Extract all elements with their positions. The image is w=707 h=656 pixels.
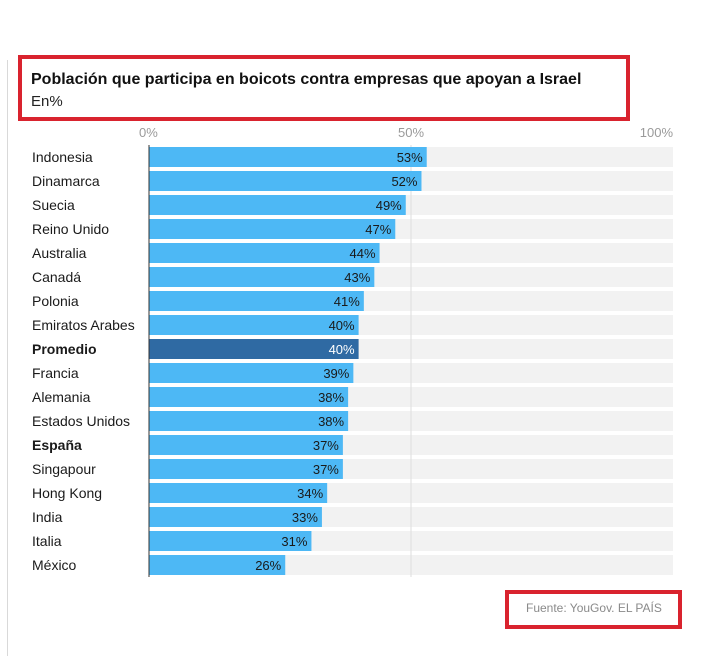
- bar-value-label: 52%: [391, 174, 417, 189]
- x-tick-label: 100%: [640, 125, 674, 140]
- bar: [149, 459, 343, 479]
- bar: [149, 531, 312, 551]
- bar: [149, 219, 396, 239]
- bar: [149, 483, 328, 503]
- category-label: Francia: [32, 365, 79, 381]
- bar-value-label: 43%: [344, 270, 370, 285]
- category-label: Estados Unidos: [32, 413, 130, 429]
- bar-value-label: 49%: [376, 198, 402, 213]
- bar: [149, 267, 375, 287]
- bar-value-label: 40%: [329, 318, 355, 333]
- bar-value-label: 47%: [365, 222, 391, 237]
- chart-source: Fuente: YouGov. EL PAÍS: [526, 601, 662, 615]
- bar-value-label: 41%: [334, 294, 360, 309]
- chart-subtitle: En%: [31, 93, 63, 110]
- bar: [149, 291, 364, 311]
- category-label: Singapour: [32, 461, 96, 477]
- bar-value-label: 34%: [297, 486, 323, 501]
- bar-value-label: 38%: [318, 390, 344, 405]
- category-label: Australia: [32, 245, 87, 261]
- category-label: Alemania: [32, 389, 91, 405]
- bar-value-label: 40%: [329, 342, 355, 357]
- category-label: Suecia: [32, 197, 75, 213]
- bar-value-label: 53%: [397, 150, 423, 165]
- bar: [149, 435, 343, 455]
- bar: [149, 147, 427, 167]
- bar-value-label: 33%: [292, 510, 318, 525]
- page-left-rule: [7, 60, 8, 656]
- bar: [149, 387, 349, 407]
- bar: [149, 315, 359, 335]
- bar: [149, 171, 422, 191]
- bar: [149, 555, 286, 575]
- bar-value-label: 38%: [318, 414, 344, 429]
- category-label: Indonesia: [32, 149, 93, 165]
- title-highlight-box: [18, 55, 630, 121]
- bar: [149, 339, 359, 359]
- x-tick-label: 50%: [398, 125, 424, 140]
- chart-title: Población que participa en boicots contr…: [31, 71, 582, 88]
- bar-value-label: 39%: [323, 366, 349, 381]
- bar-value-label: 44%: [350, 246, 376, 261]
- category-label: Canadá: [32, 269, 81, 285]
- bar: [149, 411, 349, 431]
- bar-value-label: 31%: [281, 534, 307, 549]
- category-label: España: [32, 437, 82, 453]
- bar: [149, 243, 380, 263]
- x-tick-label: 0%: [139, 125, 158, 140]
- category-label: México: [32, 557, 77, 573]
- bar: [149, 363, 354, 383]
- source-highlight-box: [505, 590, 682, 629]
- category-label: Promedio: [32, 341, 97, 357]
- bar-value-label: 37%: [313, 462, 339, 477]
- bar: [149, 195, 406, 215]
- bar-value-label: 26%: [255, 558, 281, 573]
- category-label: Emiratos Arabes: [32, 317, 135, 333]
- category-label: Italia: [32, 533, 62, 549]
- category-label: India: [32, 509, 63, 525]
- category-label: Hong Kong: [32, 485, 102, 501]
- category-label: Polonia: [32, 293, 79, 309]
- bar-value-label: 37%: [313, 438, 339, 453]
- category-label: Reino Unido: [32, 221, 109, 237]
- category-label: Dinamarca: [32, 173, 100, 189]
- bar: [149, 507, 322, 527]
